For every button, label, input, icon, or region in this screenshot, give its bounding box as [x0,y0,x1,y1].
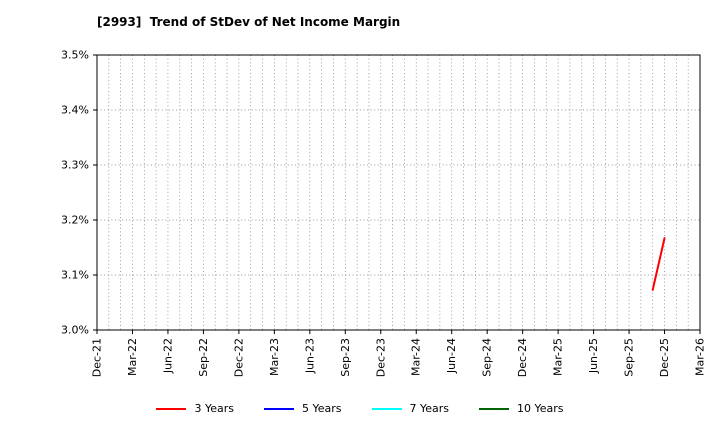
x-tick-label: Jun-24 [445,338,458,374]
legend-line-swatch [479,407,510,410]
chart-legend: 3 Years 5 Years 7 Years 10 Years [0,402,720,415]
legend-line-swatch [371,407,402,410]
x-tick-label: Dec-24 [516,338,529,377]
x-tick-label: Mar-24 [410,338,423,376]
x-tick-label: Dec-22 [232,338,245,377]
legend-item: 7 Years [371,402,450,415]
legend-label: 3 Years [194,402,234,415]
y-tick-label: 3.5% [61,49,89,62]
x-tick-label: Dec-23 [374,338,387,377]
y-tick-label: 3.1% [61,269,89,282]
axes-frame [96,54,701,331]
y-tick-label: 3.2% [61,214,89,227]
x-tick-label: Mar-23 [268,338,281,376]
x-tick-label: Mar-26 [694,338,707,376]
legend-item: 3 Years [156,402,234,415]
x-tick-label: Dec-21 [91,338,104,377]
legend-label: 5 Years [301,402,342,415]
x-tick-label: Jun-25 [587,338,600,374]
legend-item: 5 Years [263,402,342,415]
x-tick-label: Sep-22 [197,338,210,377]
legend-line-swatch [156,407,187,410]
x-tick-label: Mar-22 [126,338,139,376]
y-tick-label: 3.3% [61,159,89,172]
x-tick-label: Sep-23 [339,338,352,377]
chart-title: [2993] Trend of StDev of Net Income Marg… [97,15,401,29]
legend-label: 7 Years [409,402,450,415]
y-tick-label: 3.4% [61,104,89,117]
x-tick-label: Sep-24 [481,338,494,377]
x-tick-label: Jun-22 [161,338,174,374]
x-tick-label: Mar-25 [552,338,565,376]
x-tick-label: Sep-25 [623,338,636,377]
x-tick-label: Jun-23 [303,338,316,374]
y-tick-label: 3.0% [61,324,89,337]
legend-label: 10 Years [517,402,564,415]
series-line-3-years [651,237,666,291]
legend-line-swatch [263,407,294,410]
legend-item: 10 Years [479,402,564,415]
x-tick-label: Dec-25 [658,338,671,377]
